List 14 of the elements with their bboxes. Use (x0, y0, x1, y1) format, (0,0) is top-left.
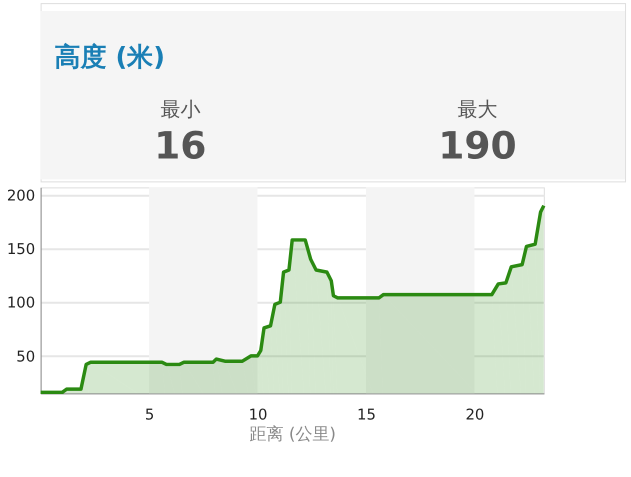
x-tick-label: 10 (248, 406, 268, 424)
text: 16 (154, 124, 206, 168)
x-axis-title: 距离 (公里) (249, 423, 336, 444)
text: 190 (438, 124, 517, 168)
x-tick-label: 20 (465, 406, 484, 424)
text: 最小 (160, 98, 200, 122)
x-tick-label: 15 (357, 406, 376, 424)
chart-title: 高度 (米) (54, 42, 165, 73)
x-tick-label: 5 (144, 406, 154, 424)
text: 最大 (457, 98, 498, 122)
y-tick-label: 100 (6, 294, 36, 312)
y-tick-label: 200 (6, 186, 36, 204)
y-tick-label: 150 (6, 240, 36, 258)
y-tick-label: 50 (16, 347, 36, 366)
